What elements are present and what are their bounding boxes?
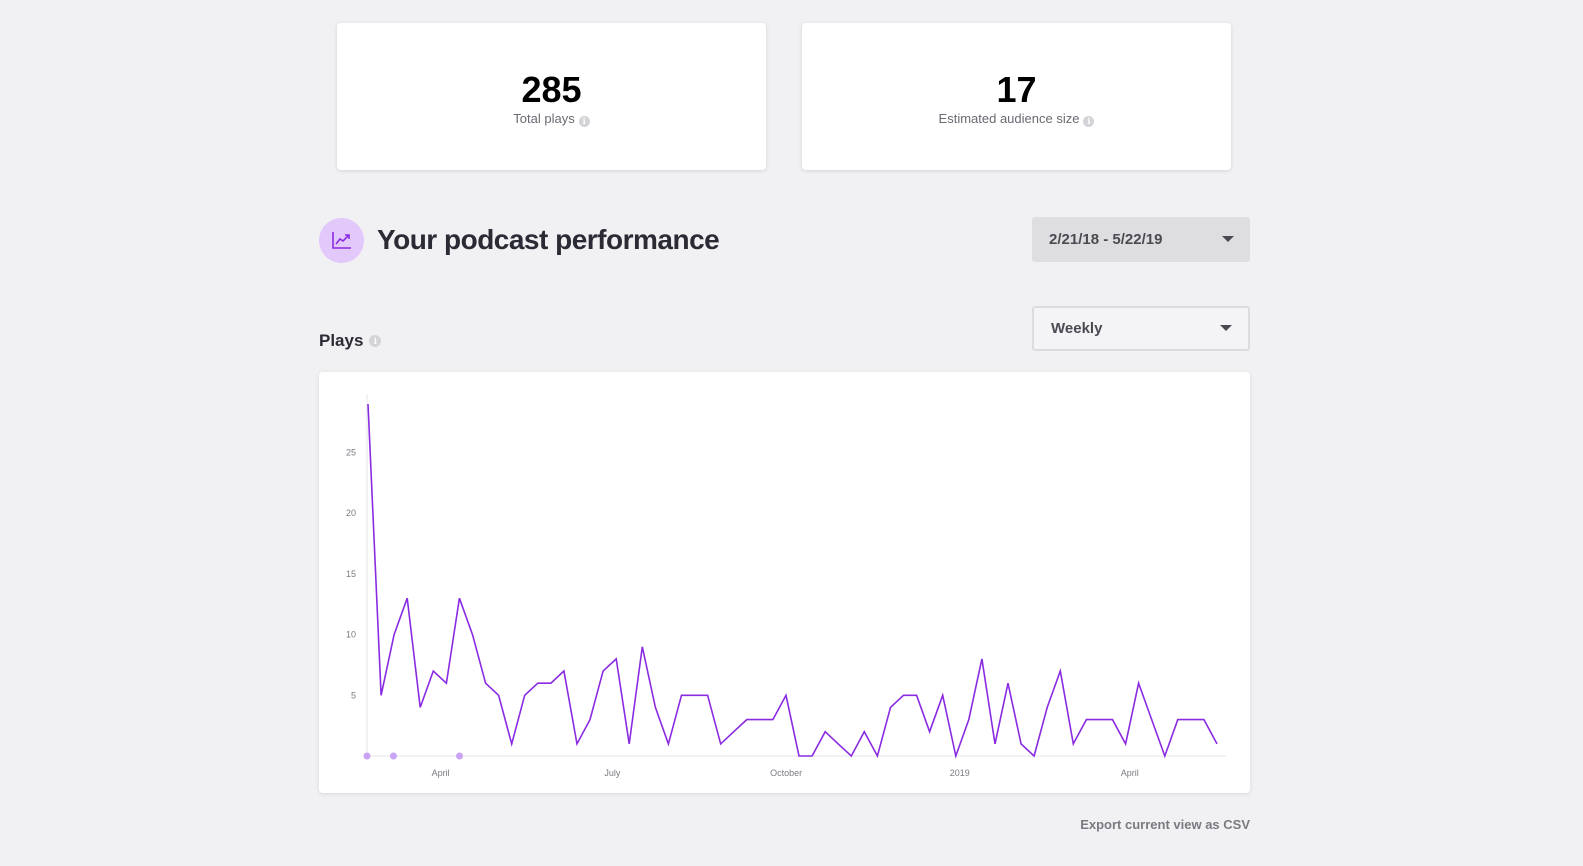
interval-select[interactable]: Weekly [1032,306,1250,351]
performance-header: Your podcast performance [319,217,720,263]
y-tick-label: 20 [346,508,356,518]
chart-marker [456,752,464,760]
chevron-down-icon [1222,236,1234,242]
total-plays-label: Total plays [513,111,575,126]
y-tick-label: 10 [346,630,356,640]
chart-trend-icon [319,217,364,263]
y-tick-label: 15 [346,569,356,579]
plays-series-line [367,403,1218,759]
x-tick-label: April [432,768,450,778]
export-csv-link[interactable]: Export current view as CSV [1080,817,1250,832]
x-tick-label: April [1121,768,1139,778]
chevron-down-icon [1220,325,1232,331]
total-plays-label-row: Total plays i [337,111,766,127]
info-icon[interactable]: i [369,335,382,347]
info-icon[interactable]: i [1083,116,1095,127]
info-icon[interactable]: i [578,116,590,127]
x-tick-label: October [770,768,802,778]
audience-size-value: 17 [996,69,1037,110]
x-tick-label: 2019 [950,768,970,778]
date-range-select[interactable]: 2/21/18 - 5/22/19 [1032,217,1250,262]
y-tick-label: 5 [351,690,356,700]
audience-size-label: Estimated audience size [938,111,1080,126]
y-tick-label: 25 [346,448,356,458]
chart-marker [363,752,371,760]
total-plays-value: 285 [521,69,582,110]
x-tick-label: July [604,768,621,778]
chart-marker [389,752,397,760]
date-range-value: 2/21/18 - 5/22/19 [1049,231,1163,248]
interval-value: Weekly [1051,320,1103,337]
audience-size-card: 17 Estimated audience size i [802,23,1231,170]
page-title: Your podcast performance [377,224,720,255]
plays-chart-card: 5 10 15 20 25 April July October 2019 April [319,372,1250,793]
plays-chart-heading: Plays i [319,331,382,351]
plays-chart[interactable]: 5 10 15 20 25 April July October 2019 April [319,372,1250,793]
plays-label: Plays [319,331,364,350]
audience-size-label-row: Estimated audience size i [802,111,1231,127]
total-plays-card: 285 Total plays i [337,23,766,170]
